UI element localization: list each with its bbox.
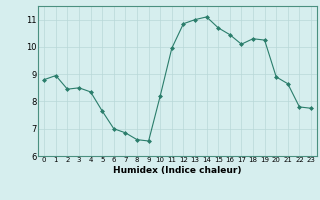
- X-axis label: Humidex (Indice chaleur): Humidex (Indice chaleur): [113, 166, 242, 175]
